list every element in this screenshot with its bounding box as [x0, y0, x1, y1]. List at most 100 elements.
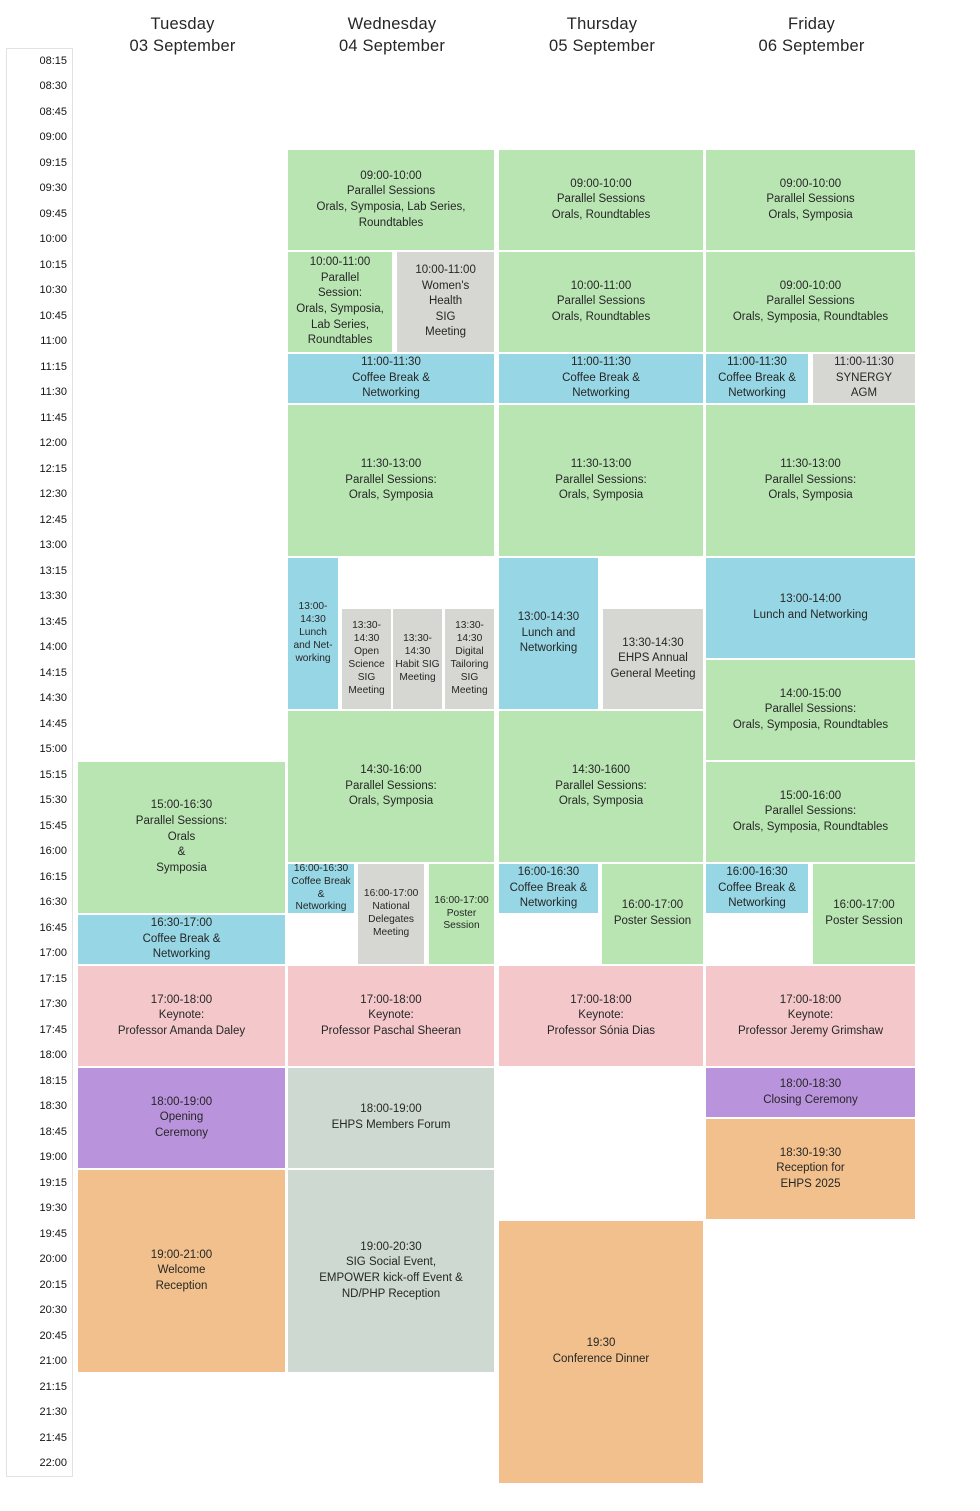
- time-cell: 21:00: [6, 1348, 73, 1375]
- event-break: 16:00-16:30 Coffee Break & Networking: [706, 864, 809, 913]
- event-ceremony: 18:00-18:30 Closing Ceremony: [706, 1068, 915, 1117]
- event-break: 11:00-11:30 Coffee Break & Networking: [288, 354, 494, 403]
- time-cell: 13:45: [6, 609, 73, 636]
- event-session: 11:30-13:00 Parallel Sessions: Orals, Symp…: [499, 405, 703, 556]
- time-cell: 16:45: [6, 915, 73, 942]
- event-session: 16:00-17:00 Poster Session: [429, 864, 494, 964]
- event-session: 11:30-13:00 Parallel Sessions: Orals, Symp…: [288, 405, 494, 556]
- event-break: 11:00-11:30 Coffee Break & Networking: [499, 354, 703, 403]
- event-break: 11:00-11:30 Coffee Break & Networking: [706, 354, 809, 403]
- event-meeting: 13:30- 14:30 Digital Tailoring SIG Meeting: [445, 609, 494, 709]
- event-meeting: 16:00-17:00 National Delegates Meeting: [358, 864, 425, 964]
- time-cell: 20:30: [6, 1297, 73, 1324]
- event-break: 16:30-17:00 Coffee Break & Networking: [78, 915, 285, 964]
- day-header-friday: Friday 06 September: [706, 14, 917, 58]
- time-cell: 08:30: [6, 73, 73, 100]
- day-date: 03 September: [129, 36, 236, 55]
- time-cell: 11:30: [6, 379, 73, 406]
- event-keynote: 17:00-18:00 Keynote: Professor Jeremy Grim…: [706, 966, 915, 1066]
- event-break: 16:00-16:30 Coffee Break & Networking: [499, 864, 598, 913]
- time-cell: 13:00: [6, 532, 73, 559]
- event-keynote: 17:00-18:00 Keynote: Professor Paschal She…: [288, 966, 494, 1066]
- time-cell: 10:30: [6, 277, 73, 304]
- event-session: 10:00-11:00 Parallel Sessions Orals, Round…: [499, 252, 703, 352]
- time-cell: 17:45: [6, 1017, 73, 1044]
- time-cell: 14:15: [6, 660, 73, 687]
- event-meeting: 13:30- 14:30 Habit SIG Meeting: [393, 609, 442, 709]
- event-meeting: 10:00-11:00 Women's Health SIG Meeting: [397, 252, 494, 352]
- time-cell: 20:00: [6, 1246, 73, 1273]
- day-name: Wednesday: [347, 15, 437, 33]
- event-break: 13:00-14:30 Lunch and Networking: [499, 558, 598, 709]
- time-cell: 19:00: [6, 1144, 73, 1171]
- event-session: 09:00-10:00 Parallel Sessions Orals, Sympo…: [288, 150, 494, 250]
- time-cell: 16:00: [6, 838, 73, 865]
- day-name: Tuesday: [150, 15, 215, 33]
- time-cell: 12:45: [6, 507, 73, 534]
- event-session: 16:00-17:00 Poster Session: [602, 864, 703, 964]
- time-cell: 18:15: [6, 1068, 73, 1095]
- time-cell: 14:00: [6, 634, 73, 661]
- time-cell: 10:45: [6, 303, 73, 330]
- time-cell: 17:00: [6, 940, 73, 967]
- day-header-tuesday: Tuesday 03 September: [78, 14, 287, 58]
- time-cell: 09:15: [6, 150, 73, 177]
- event-session: 14:30-16:00 Parallel Sessions: Orals, Symp…: [288, 711, 494, 862]
- time-cell: 12:30: [6, 481, 73, 508]
- event-session: 14:30-1600 Parallel Sessions: Orals, Sympo…: [499, 711, 703, 862]
- time-cell: 15:30: [6, 787, 73, 814]
- event-session: 15:00-16:00 Parallel Sessions: Orals, Symp…: [706, 762, 915, 862]
- time-cell: 17:30: [6, 991, 73, 1018]
- event-session: 11:30-13:00 Parallel Sessions: Orals, Symp…: [706, 405, 915, 556]
- event-session: 09:00-10:00 Parallel Sessions Orals, Sympo…: [706, 252, 915, 352]
- event-meeting: 11:00-11:30 SYNERGY AGM: [812, 354, 915, 403]
- time-cell: 15:15: [6, 762, 73, 789]
- event-break: 13:00-14:00 Lunch and Networking: [706, 558, 915, 658]
- time-cell: 09:45: [6, 201, 73, 228]
- time-cell: 09:00: [6, 124, 73, 151]
- time-cell: 10:15: [6, 252, 73, 279]
- event-ceremony: 18:00-19:00 Opening Ceremony: [78, 1068, 285, 1168]
- event-break: 16:00-16:30 Coffee Break & Networking: [288, 864, 355, 913]
- time-cell: 18:30: [6, 1093, 73, 1120]
- event-session: 15:00-16:30 Parallel Sessions: Orals & Sympo…: [78, 762, 285, 913]
- time-cell: 22:00: [6, 1450, 73, 1477]
- time-cell: 11:45: [6, 405, 73, 432]
- time-cell: 13:15: [6, 558, 73, 585]
- event-session: 10:00-11:00 Parallel Session: Orals, Sympos…: [288, 252, 393, 352]
- time-cell: 21:30: [6, 1399, 73, 1426]
- event-social: 19:30 Conference Dinner: [499, 1221, 703, 1483]
- day-date: 06 September: [758, 36, 865, 55]
- time-cell: 15:45: [6, 813, 73, 840]
- event-keynote: 17:00-18:00 Keynote: Professor Sónia Dias: [499, 966, 703, 1066]
- event-meeting: 13:30-14:30 EHPS Annual General Meeting: [603, 609, 703, 709]
- day-header-thursday: Thursday 05 September: [499, 14, 705, 58]
- time-cell: 15:00: [6, 736, 73, 763]
- event-keynote: 17:00-18:00 Keynote: Professor Amanda Dale…: [78, 966, 285, 1066]
- event-session: 14:00-15:00 Parallel Sessions: Orals, Symp…: [706, 660, 915, 760]
- time-cell: 12:00: [6, 430, 73, 457]
- event-session: 09:00-10:00 Parallel Sessions Orals, Round…: [499, 150, 703, 250]
- day-name: Thursday: [566, 15, 638, 33]
- time-cell: 14:30: [6, 685, 73, 712]
- event-forum: 19:00-20:30 SIG Social Event, EMPOWER kick…: [288, 1170, 494, 1372]
- time-cell: 19:45: [6, 1221, 73, 1248]
- event-session: 16:00-17:00 Poster Session: [812, 864, 915, 964]
- day-date: 05 September: [548, 36, 656, 55]
- event-break: 13:00- 14:30 Lunch and Net-working: [288, 558, 338, 709]
- event-meeting: 13:30- 14:30 Open Science SIG Meeting: [342, 609, 392, 709]
- time-cell: 20:45: [6, 1323, 73, 1350]
- time-cell: 18:00: [6, 1042, 73, 1069]
- time-cell: 21:45: [6, 1425, 73, 1452]
- time-cell: 18:45: [6, 1119, 73, 1146]
- event-social: 19:00-21:00 Welcome Reception: [78, 1170, 285, 1372]
- event-session: 09:00-10:00 Parallel Sessions Orals, Sympo…: [706, 150, 915, 250]
- time-cell: 16:30: [6, 889, 73, 916]
- event-social: 18:30-19:30 Reception for EHPS 2025: [706, 1119, 915, 1219]
- time-cell: 21:15: [6, 1374, 73, 1401]
- time-cell: 19:15: [6, 1170, 73, 1197]
- time-cell: 08:15: [6, 48, 73, 75]
- time-cell: 17:15: [6, 966, 73, 993]
- day-date: 04 September: [338, 36, 446, 55]
